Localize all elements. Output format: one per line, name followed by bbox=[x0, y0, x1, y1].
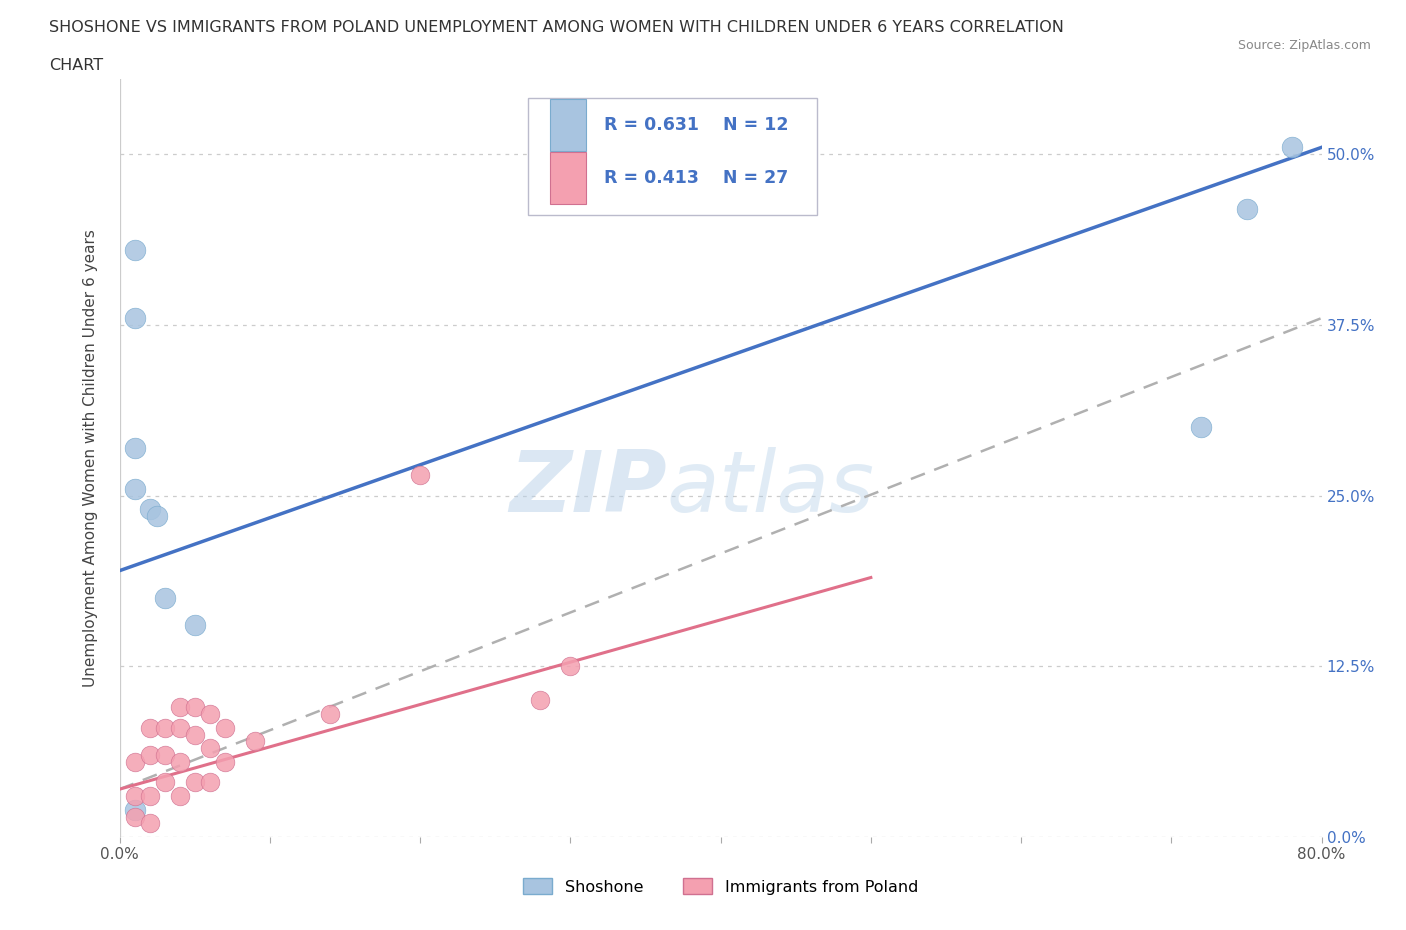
Point bbox=[124, 440, 146, 455]
FancyBboxPatch shape bbox=[550, 153, 586, 204]
Text: SHOSHONE VS IMMIGRANTS FROM POLAND UNEMPLOYMENT AMONG WOMEN WITH CHILDREN UNDER : SHOSHONE VS IMMIGRANTS FROM POLAND UNEMP… bbox=[49, 20, 1064, 35]
Point bbox=[169, 754, 191, 769]
Text: R = 0.631    N = 12: R = 0.631 N = 12 bbox=[605, 116, 789, 134]
Text: ZIP: ZIP bbox=[509, 446, 666, 530]
Point bbox=[1236, 202, 1258, 217]
Point bbox=[183, 727, 205, 742]
FancyBboxPatch shape bbox=[550, 100, 586, 151]
Point bbox=[214, 754, 236, 769]
Point bbox=[183, 618, 205, 632]
FancyBboxPatch shape bbox=[529, 98, 817, 216]
Point bbox=[153, 591, 176, 605]
Point bbox=[198, 707, 221, 722]
Point bbox=[138, 721, 160, 736]
Point bbox=[214, 721, 236, 736]
Point bbox=[1281, 140, 1303, 154]
Text: R = 0.413    N = 27: R = 0.413 N = 27 bbox=[605, 169, 789, 187]
Legend: Shoshone, Immigrants from Poland: Shoshone, Immigrants from Poland bbox=[517, 871, 924, 901]
Point bbox=[124, 789, 146, 804]
Point bbox=[124, 482, 146, 497]
Point bbox=[409, 468, 432, 483]
Point bbox=[529, 693, 551, 708]
Point bbox=[169, 789, 191, 804]
Point bbox=[169, 721, 191, 736]
Point bbox=[146, 509, 169, 524]
Point bbox=[169, 699, 191, 714]
Y-axis label: Unemployment Among Women with Children Under 6 years: Unemployment Among Women with Children U… bbox=[83, 229, 98, 687]
Point bbox=[124, 243, 146, 258]
Point bbox=[319, 707, 342, 722]
Point bbox=[243, 734, 266, 749]
Point bbox=[138, 748, 160, 763]
Text: atlas: atlas bbox=[666, 446, 875, 530]
Point bbox=[138, 789, 160, 804]
Point bbox=[1189, 419, 1212, 434]
Point bbox=[153, 775, 176, 790]
Text: Source: ZipAtlas.com: Source: ZipAtlas.com bbox=[1237, 39, 1371, 52]
Point bbox=[138, 816, 160, 830]
Text: CHART: CHART bbox=[49, 58, 103, 73]
Point bbox=[153, 721, 176, 736]
Point bbox=[138, 502, 160, 517]
Point bbox=[198, 741, 221, 756]
Point bbox=[198, 775, 221, 790]
Point bbox=[124, 311, 146, 325]
Point bbox=[183, 775, 205, 790]
Point bbox=[124, 754, 146, 769]
Point bbox=[183, 699, 205, 714]
Point bbox=[124, 809, 146, 824]
Point bbox=[153, 748, 176, 763]
Point bbox=[124, 803, 146, 817]
Point bbox=[560, 658, 582, 673]
